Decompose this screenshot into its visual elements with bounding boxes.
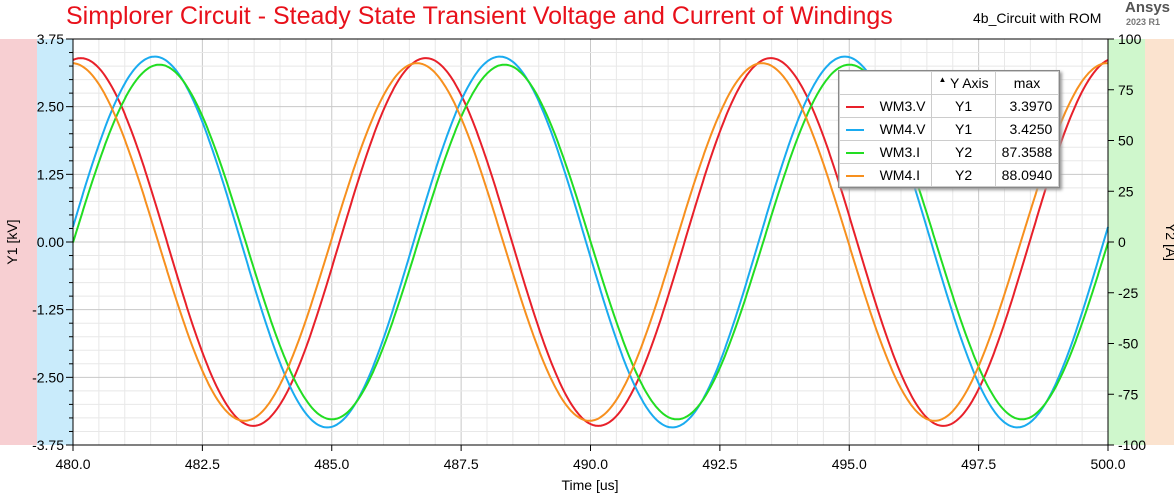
series-max: 3.3970 <box>994 94 1060 118</box>
x-tick-label: 485.0 <box>314 456 349 472</box>
x-tick-label: 480.0 <box>55 456 90 472</box>
legend-row[interactable]: WM3.I Y2 87.3588 <box>838 140 1060 164</box>
series-axis: Y1 <box>931 94 996 118</box>
triangle-up-icon: ▲ <box>938 75 947 84</box>
legend-header-max[interactable]: max <box>994 71 1060 95</box>
line-swatch <box>846 129 864 132</box>
series-max: 87.3588 <box>994 140 1060 164</box>
y2-tick-label: -75 <box>1118 386 1138 402</box>
series-axis: Y2 <box>931 140 996 164</box>
line-swatch <box>846 152 864 155</box>
y1-tick-label: 0.00 <box>37 234 64 250</box>
x-tick-label: 490.0 <box>573 456 608 472</box>
x-tick-label: 500.0 <box>1090 456 1125 472</box>
y1-tick-label: 3.75 <box>37 31 64 47</box>
line-swatch <box>846 106 864 109</box>
y2-tick-label: -100 <box>1118 437 1146 453</box>
series-max: 3.4250 <box>994 117 1060 141</box>
legend-row[interactable]: WM4.V Y1 3.4250 <box>838 117 1060 141</box>
y1-tick-label: -1.25 <box>32 302 64 318</box>
y1-tick-label: -2.50 <box>32 369 64 385</box>
series-line-wm4-i <box>72 62 1108 422</box>
y2-tick-label: -50 <box>1118 336 1138 352</box>
x-tick-label: 482.5 <box>185 456 220 472</box>
y1-axis-label: Y1 [kV] <box>4 219 20 264</box>
legend-header-yaxis[interactable]: ▲ Y Axis <box>931 71 996 95</box>
y1-tick-label: 2.50 <box>37 99 64 115</box>
y2-tick-label: 0 <box>1118 234 1126 250</box>
series-axis: Y1 <box>931 117 996 141</box>
y2-tick-label: 50 <box>1118 133 1134 149</box>
legend-row[interactable]: WM3.V Y1 3.3970 <box>838 94 1060 118</box>
y2-tick-label: 25 <box>1118 183 1134 199</box>
y1-tick-label: 1.25 <box>37 166 64 182</box>
design-name: 4b_Circuit with ROM <box>973 10 1102 26</box>
legend-row[interactable]: WM4.I Y2 88.0940 <box>838 163 1060 187</box>
y2-tick-label: 100 <box>1118 31 1142 47</box>
y1-band <box>0 39 37 445</box>
y2-tick-label: 75 <box>1118 82 1134 98</box>
series-name: WM4.I <box>879 167 921 183</box>
y2-tick-label: -25 <box>1118 285 1138 301</box>
legend[interactable]: ▲ Y Axis max WM3.V Y1 3.3970 WM4.V Y1 3.4250 … <box>838 70 1061 188</box>
x-tick-label: 497.5 <box>961 456 996 472</box>
series-max: 88.0940 <box>994 163 1060 187</box>
series-line-wm3-v <box>72 57 1109 427</box>
chart-title: Simplorer Circuit - Steady State Transie… <box>66 2 893 30</box>
series-name: WM4.V <box>879 121 926 137</box>
brand-logo: Ansys <box>1125 0 1171 16</box>
x-tick-label: 487.5 <box>444 456 479 472</box>
y2-band <box>1145 39 1174 445</box>
x-axis-label: Time [us] <box>561 477 618 493</box>
x-tick-label: 492.5 <box>702 456 737 472</box>
series-line-wm4-v <box>72 55 1109 429</box>
y2-axis-label: Y2 [A] <box>1163 223 1174 261</box>
y1-tick-label: -3.75 <box>32 437 64 453</box>
series-name: WM3.I <box>879 144 921 160</box>
series-line-wm3-i <box>72 63 1109 421</box>
series-name: WM3.V <box>879 98 926 114</box>
series-axis: Y2 <box>931 163 996 187</box>
line-swatch <box>846 175 864 178</box>
x-tick-label: 495.0 <box>832 456 867 472</box>
y2-axis-band <box>1108 39 1145 445</box>
release-label: 2023 R1 <box>1126 17 1161 27</box>
legend-yaxis-label: Y Axis <box>950 75 989 91</box>
